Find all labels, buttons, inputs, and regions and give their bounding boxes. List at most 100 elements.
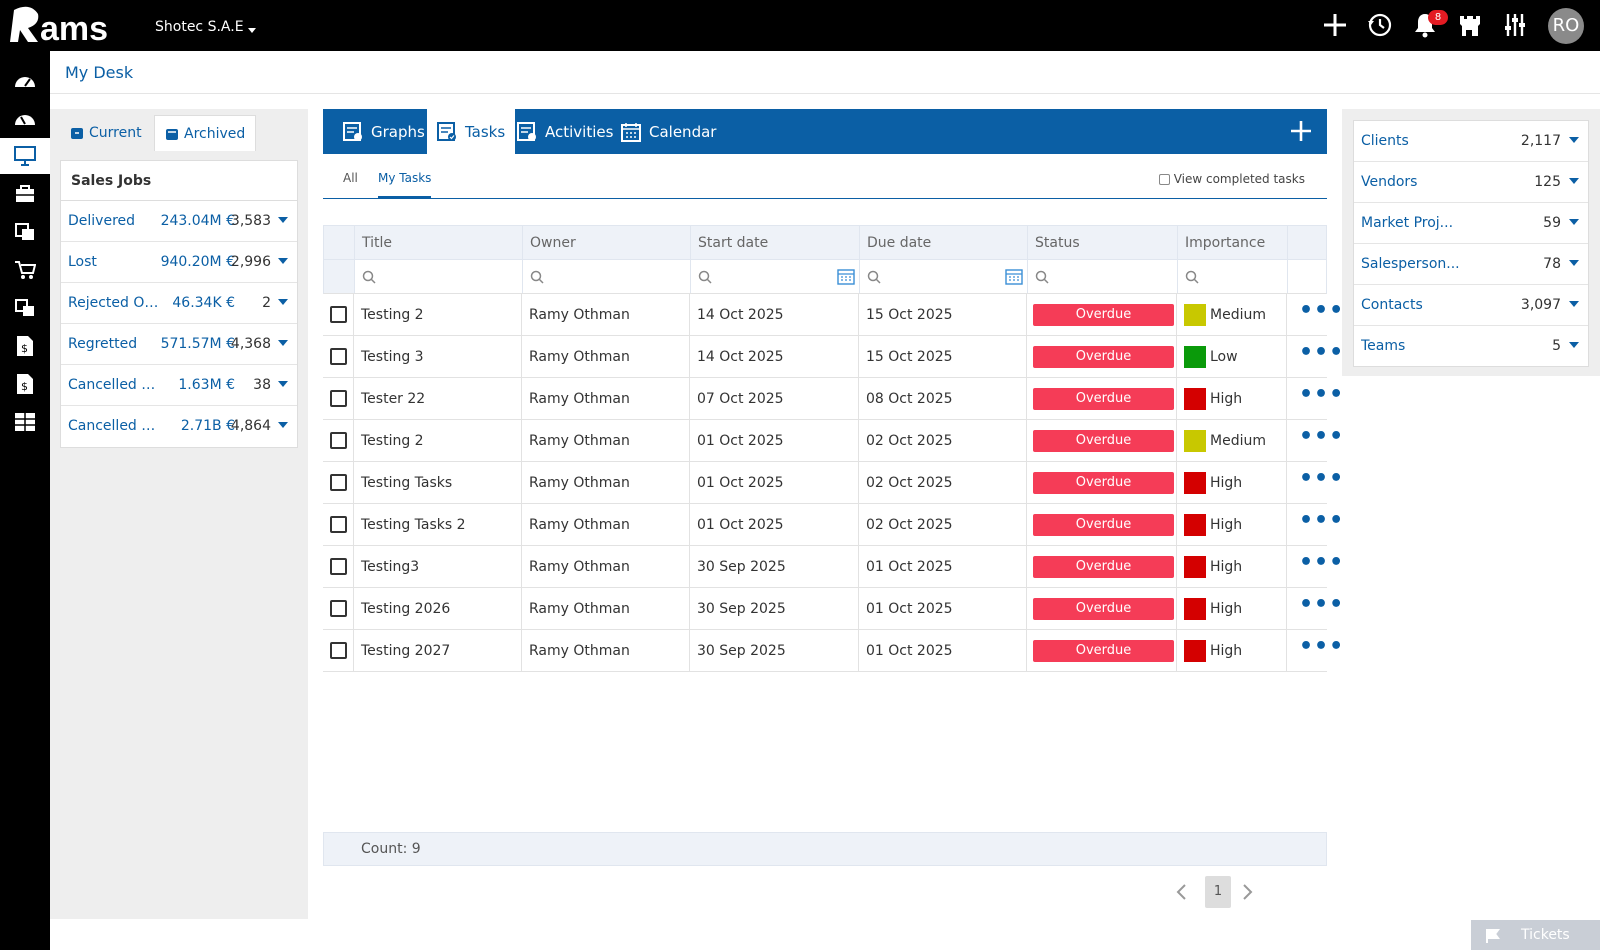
list-item[interactable]: Contacts 3,097 <box>1354 285 1588 326</box>
view-completed-toggle[interactable]: View completed tasks <box>1158 172 1305 186</box>
task-title[interactable]: Testing3 <box>354 546 522 587</box>
task-title[interactable]: Tester 22 <box>354 378 522 419</box>
list-item[interactable]: Regretted 571.57M € 4,368 <box>61 324 297 365</box>
list-item[interactable]: Delivered 243.04M € 3,583 <box>61 201 297 242</box>
subtab-all[interactable]: All <box>343 171 358 185</box>
table-row[interactable]: Tester 22 Ramy Othman 07 Oct 2025 08 Oct 20… <box>323 378 1343 420</box>
sidebar-item-purchases[interactable] <box>0 252 50 288</box>
row-checkbox[interactable] <box>330 600 347 617</box>
task-title[interactable]: Testing Tasks <box>354 462 522 503</box>
chevron-down-icon[interactable] <box>278 422 288 428</box>
sidebar-item-inventory[interactable] <box>0 290 50 326</box>
tab-archived[interactable]: Archived <box>154 115 257 151</box>
importance-filter-input[interactable] <box>1178 260 1288 293</box>
row-checkbox[interactable] <box>330 558 347 575</box>
list-item[interactable]: Market Proj... 59 <box>1354 203 1588 244</box>
list-item[interactable]: Teams 5 <box>1354 326 1588 367</box>
table-row[interactable]: Testing Tasks 2 Ramy Othman 01 Oct 2025 02 … <box>323 504 1343 546</box>
task-title[interactable]: Testing 3 <box>354 336 522 377</box>
chevron-down-icon[interactable] <box>278 217 288 223</box>
list-item[interactable]: Salesperson... 78 <box>1354 244 1588 285</box>
subtab-my-tasks[interactable]: My Tasks <box>378 171 432 198</box>
sidebar-item-payments[interactable]: $ <box>0 366 50 402</box>
chevron-left-icon[interactable] <box>1175 883 1187 901</box>
list-item-label[interactable]: Delivered <box>68 213 136 229</box>
list-item-label[interactable]: Lost <box>68 254 97 270</box>
list-item-label[interactable]: Market Proj... <box>1361 215 1454 231</box>
avatar[interactable]: RO <box>1548 8 1584 44</box>
rams-logo[interactable]: ams <box>10 4 132 46</box>
header-owner[interactable]: Owner <box>523 226 691 259</box>
task-title[interactable]: Testing 2 <box>354 294 522 335</box>
more-options-icon[interactable]: ••• <box>1299 634 1345 659</box>
list-item-label[interactable]: Clients <box>1361 133 1409 149</box>
row-checkbox[interactable] <box>330 432 347 449</box>
plus-icon[interactable] <box>1320 10 1350 40</box>
header-start-date[interactable]: Start date <box>691 226 860 259</box>
tab-tasks[interactable]: Tasks <box>427 109 516 154</box>
header-importance[interactable]: Importance <box>1178 226 1288 259</box>
table-row[interactable]: Testing 3 Ramy Othman 14 Oct 2025 15 Oct 20… <box>323 336 1343 378</box>
due-date-filter-input[interactable] <box>860 260 1028 293</box>
table-row[interactable]: Testing Tasks Ramy Othman 01 Oct 2025 02 Oc… <box>323 462 1343 504</box>
sidebar-item-dashboard[interactable] <box>0 62 50 98</box>
tab-current[interactable]: Current <box>60 115 152 151</box>
more-options-icon[interactable]: ••• <box>1299 382 1345 407</box>
chevron-down-icon[interactable] <box>1569 301 1579 307</box>
calendar-icon[interactable] <box>837 268 855 285</box>
tab-calendar[interactable]: Calendar <box>611 109 726 154</box>
chevron-down-icon[interactable] <box>1569 219 1579 225</box>
status-filter-input[interactable] <box>1028 260 1178 293</box>
title-filter-input[interactable] <box>355 260 523 293</box>
more-options-icon[interactable]: ••• <box>1299 340 1345 365</box>
sliders-icon[interactable] <box>1500 10 1530 40</box>
task-title[interactable]: Testing 2026 <box>354 588 522 629</box>
chevron-down-icon[interactable] <box>1569 137 1579 143</box>
row-checkbox[interactable] <box>330 348 347 365</box>
calendar-icon[interactable] <box>1005 268 1023 285</box>
tab-activities[interactable]: Activities <box>507 109 623 154</box>
sidebar-item-jobs[interactable] <box>0 176 50 212</box>
more-options-icon[interactable]: ••• <box>1299 298 1345 323</box>
table-row[interactable]: Testing 2 Ramy Othman 01 Oct 2025 02 Oct 20… <box>323 420 1343 462</box>
list-item-label[interactable]: Salesperson... <box>1361 256 1460 272</box>
row-checkbox[interactable] <box>330 306 347 323</box>
task-title[interactable]: Testing Tasks 2 <box>354 504 522 545</box>
list-item-label[interactable]: Contacts <box>1361 297 1423 313</box>
list-item-label[interactable]: Cancelled R... <box>68 418 160 434</box>
chevron-down-icon[interactable] <box>278 299 288 305</box>
sidebar-item-reports[interactable] <box>0 404 50 440</box>
more-options-icon[interactable]: ••• <box>1299 466 1345 491</box>
more-options-icon[interactable]: ••• <box>1299 550 1345 575</box>
table-row[interactable]: Testing 2027 Ramy Othman 30 Sep 2025 01 Oct… <box>323 630 1343 672</box>
row-checkbox[interactable] <box>330 516 347 533</box>
checkbox[interactable] <box>1158 173 1170 185</box>
list-item[interactable]: Lost 940.20M € 2,996 <box>61 242 297 283</box>
row-checkbox[interactable] <box>330 390 347 407</box>
table-row[interactable]: Testing 2 Ramy Othman 14 Oct 2025 15 Oct 20… <box>323 294 1343 336</box>
sidebar-item-documents[interactable] <box>0 214 50 250</box>
sidebar-item-invoices[interactable]: $ <box>0 328 50 364</box>
table-row[interactable]: Testing3 Ramy Othman 30 Sep 2025 01 Oct 202… <box>323 546 1343 588</box>
tab-graphs[interactable]: Graphs <box>333 109 435 154</box>
plus-icon[interactable] <box>1289 119 1313 143</box>
sidebar-item-analytics[interactable] <box>0 100 50 136</box>
more-options-icon[interactable]: ••• <box>1299 424 1345 449</box>
chevron-down-icon[interactable] <box>1569 342 1579 348</box>
table-row[interactable]: Testing 2026 Ramy Othman 30 Sep 2025 01 Oct… <box>323 588 1343 630</box>
more-options-icon[interactable]: ••• <box>1299 508 1345 533</box>
list-item-label[interactable]: Vendors <box>1361 174 1418 190</box>
list-item-label[interactable]: Regretted <box>68 336 138 352</box>
task-title[interactable]: Testing 2 <box>354 420 522 461</box>
chevron-down-icon[interactable] <box>1569 178 1579 184</box>
owner-filter-input[interactable] <box>523 260 691 293</box>
more-options-icon[interactable]: ••• <box>1299 592 1345 617</box>
page-number[interactable]: 1 <box>1205 876 1231 908</box>
header-title[interactable]: Title <box>355 226 523 259</box>
sidebar-item-my-desk[interactable] <box>0 138 50 174</box>
list-item-label[interactable]: Cancelled O... <box>68 377 160 393</box>
chevron-down-icon[interactable] <box>278 340 288 346</box>
history-icon[interactable] <box>1365 10 1395 40</box>
header-status[interactable]: Status <box>1028 226 1178 259</box>
task-title[interactable]: Testing 2027 <box>354 630 522 671</box>
